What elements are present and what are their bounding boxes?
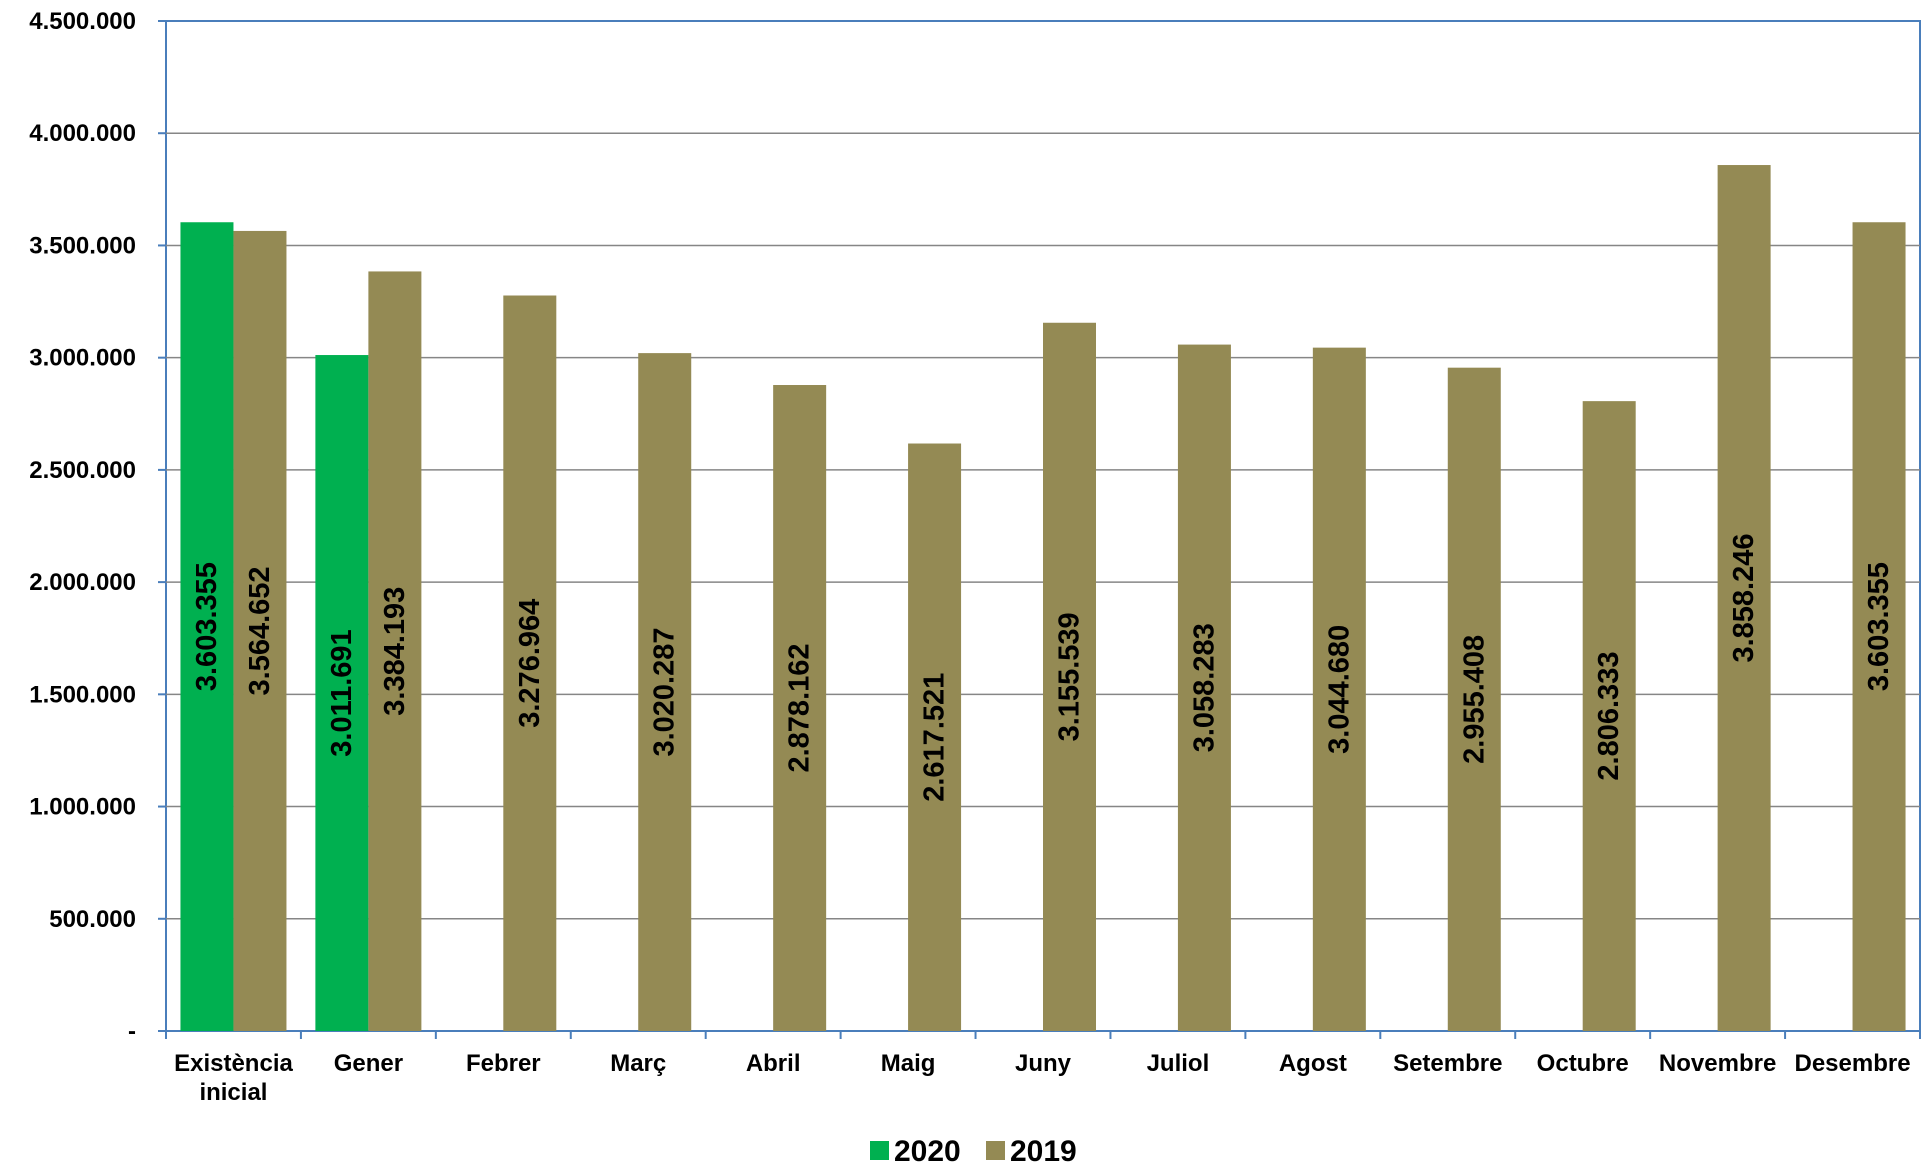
data-label: 2.878.162: [784, 643, 816, 772]
x-tick-label: Agost: [1279, 1050, 1347, 1077]
x-tick-label: Març: [610, 1050, 666, 1077]
bar-2019: [638, 353, 692, 1031]
data-label: 3.058.283: [1188, 623, 1220, 752]
data-labels: 3.603.355 3.564.652 3.011.691 3.384.193 3.27…: [191, 534, 1895, 802]
data-label: 2.955.408: [1458, 635, 1490, 764]
y-tick-label: 4.500.000: [29, 8, 136, 35]
data-label: 3.044.680: [1323, 625, 1355, 754]
bar-2019: [773, 385, 827, 1031]
data-label: 2.617.521: [919, 673, 951, 802]
y-tick-label: 2.500.000: [29, 457, 136, 484]
data-label: 3.276.964: [514, 599, 546, 728]
x-tick-label: Gener: [334, 1050, 403, 1077]
data-label: 3.603.355: [191, 562, 223, 691]
bar-2019: [1717, 165, 1771, 1032]
x-tick-label: Abril: [746, 1050, 801, 1077]
x-tick-label: Maig: [881, 1050, 936, 1077]
y-tick-label: 4.000.000: [29, 120, 136, 147]
y-axis: - 500.000 1.000.000 1.500.000 2.000.000 2.500…: [29, 8, 166, 1045]
y-tick-label: 3.500.000: [29, 232, 136, 259]
bar-2019: [1177, 344, 1231, 1032]
bars: [180, 165, 1906, 1032]
y-tick-label: 1.000.000: [29, 794, 136, 821]
data-label: 3.858.246: [1728, 534, 1760, 663]
data-label: 3.011.691: [326, 629, 358, 756]
data-label: 3.603.355: [1863, 562, 1895, 691]
legend-label: 2019: [1010, 1135, 1077, 1163]
data-label: 3.564.652: [244, 566, 276, 695]
x-tick-label: Juny: [1015, 1050, 1072, 1077]
y-tick-label: -: [128, 1018, 136, 1045]
x-tick-label: Desembre: [1795, 1050, 1911, 1077]
y-tick-label: 3.000.000: [29, 345, 136, 372]
x-tick-label: Juliol: [1147, 1050, 1210, 1077]
x-tick-label: inicial: [199, 1079, 267, 1106]
x-tick-label: Novembre: [1659, 1050, 1776, 1077]
y-tick-label: 500.000: [49, 906, 136, 933]
bar-2020: [315, 355, 369, 1031]
data-label: 3.384.193: [379, 587, 411, 716]
bar-2019: [1582, 401, 1636, 1031]
bar-2019: [503, 295, 557, 1031]
x-tick-label: Setembre: [1393, 1050, 1502, 1077]
legend: 2020 2019: [870, 1135, 1077, 1163]
bar-2019: [908, 443, 962, 1031]
x-tick-label: Febrer: [466, 1050, 541, 1077]
legend-swatch: [986, 1141, 1005, 1160]
data-label: 3.155.539: [1054, 612, 1086, 741]
y-tick-label: 1.500.000: [29, 681, 136, 708]
x-tick-label: Octubre: [1537, 1050, 1629, 1077]
bar-2020: [180, 222, 234, 1031]
data-label: 2.806.333: [1593, 652, 1625, 781]
data-label: 3.020.287: [649, 628, 681, 757]
bar-2019: [1852, 222, 1906, 1031]
y-tick-label: 2.000.000: [29, 569, 136, 596]
x-tick-label: Existència: [174, 1050, 293, 1077]
bar-2019: [1043, 322, 1096, 1031]
bar-2019: [1447, 367, 1501, 1032]
bar-2019: [233, 230, 287, 1031]
legend-label: 2020: [894, 1135, 961, 1163]
legend-swatch: [870, 1141, 889, 1160]
bar-2019: [1312, 347, 1366, 1031]
bar-2019: [368, 271, 422, 1032]
